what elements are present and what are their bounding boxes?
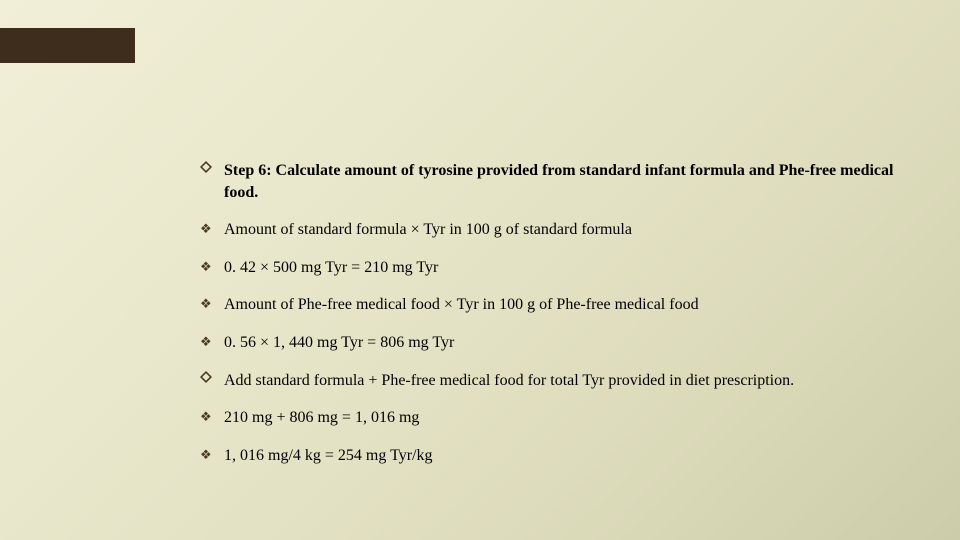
slide: Step 6: Calculate amount of tyrosine pro… xyxy=(0,0,960,540)
list-item-text: Amount of Phe-free medical food × Tyr in… xyxy=(224,294,900,316)
list-item-text: Amount of standard formula × Tyr in 100 … xyxy=(224,219,900,241)
fleuron-bullet-icon: ❖ xyxy=(200,407,224,426)
list-item: Step 6: Calculate amount of tyrosine pro… xyxy=(200,160,900,203)
list-item: Add standard formula + Phe-free medical … xyxy=(200,370,900,392)
list-item-text: Add standard formula + Phe-free medical … xyxy=(224,370,900,392)
fleuron-bullet-icon: ❖ xyxy=(200,445,224,464)
list-item-text: 1, 016 mg/4 kg = 254 mg Tyr/kg xyxy=(224,445,900,467)
list-item: ❖ 0. 56 × 1, 440 mg Tyr = 806 mg Tyr xyxy=(200,332,900,354)
fleuron-bullet-icon: ❖ xyxy=(200,257,224,276)
accent-bar xyxy=(0,28,135,63)
diamond-bullet-icon xyxy=(200,160,224,180)
list-item-text: Step 6: Calculate amount of tyrosine pro… xyxy=(224,160,900,203)
list-item-text: 210 mg + 806 mg = 1, 016 mg xyxy=(224,407,900,429)
list-item-text: 0. 56 × 1, 440 mg Tyr = 806 mg Tyr xyxy=(224,332,900,354)
list-item: ❖ 210 mg + 806 mg = 1, 016 mg xyxy=(200,407,900,429)
list-item: ❖ 1, 016 mg/4 kg = 254 mg Tyr/kg xyxy=(200,445,900,467)
list-item-text: 0. 42 × 500 mg Tyr = 210 mg Tyr xyxy=(224,257,900,279)
diamond-bullet-icon xyxy=(200,370,224,390)
fleuron-bullet-icon: ❖ xyxy=(200,294,224,313)
fleuron-bullet-icon: ❖ xyxy=(200,219,224,238)
content-list: Step 6: Calculate amount of tyrosine pro… xyxy=(200,160,900,482)
list-item: ❖ 0. 42 × 500 mg Tyr = 210 mg Tyr xyxy=(200,257,900,279)
fleuron-bullet-icon: ❖ xyxy=(200,332,224,351)
list-item: ❖ Amount of standard formula × Tyr in 10… xyxy=(200,219,900,241)
list-item: ❖ Amount of Phe-free medical food × Tyr … xyxy=(200,294,900,316)
